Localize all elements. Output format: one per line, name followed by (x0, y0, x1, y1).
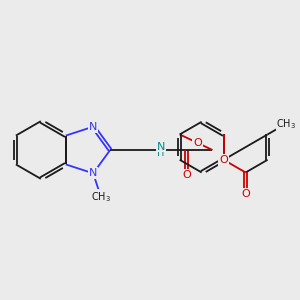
Text: CH$_3$: CH$_3$ (276, 117, 296, 130)
Text: O: O (194, 138, 202, 148)
Text: N: N (89, 168, 98, 178)
Text: O: O (241, 189, 250, 199)
Text: O: O (182, 169, 191, 179)
Text: CH$_3$: CH$_3$ (91, 190, 111, 203)
Text: N: N (156, 142, 165, 152)
Text: O: O (219, 155, 228, 165)
Text: H: H (157, 148, 164, 158)
Text: N: N (89, 122, 98, 132)
